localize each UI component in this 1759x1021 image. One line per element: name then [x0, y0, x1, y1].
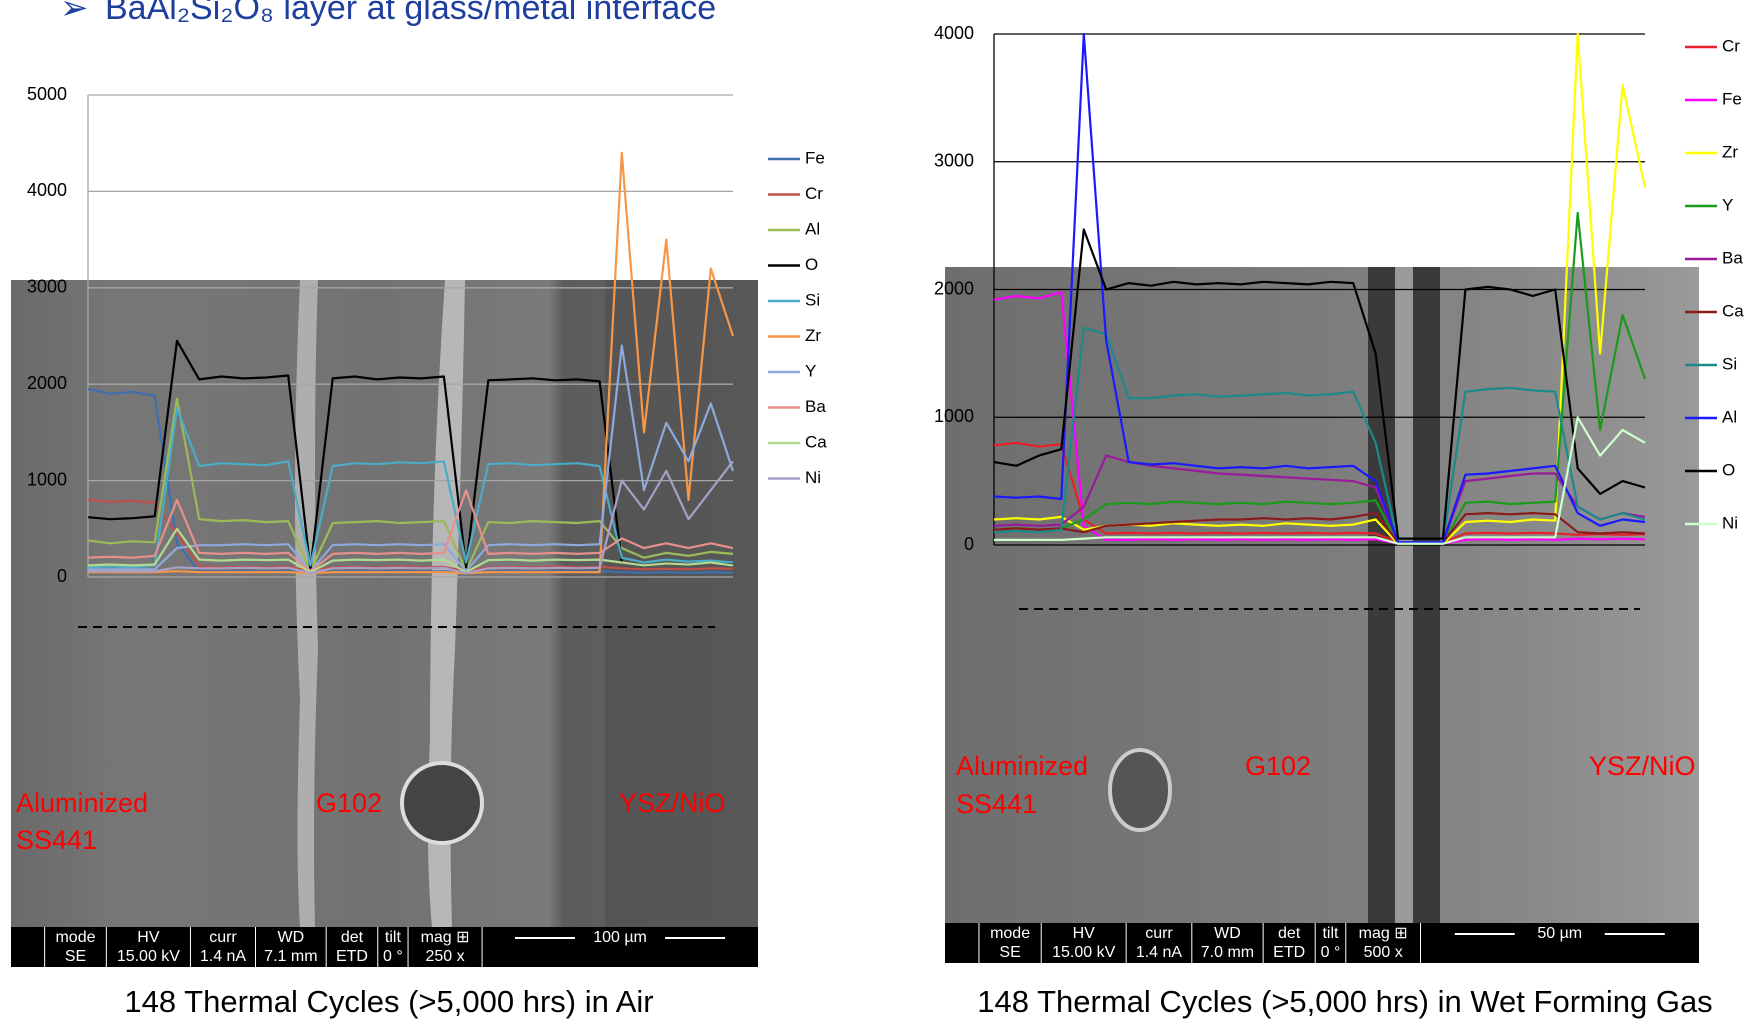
- scale-bg: [575, 928, 666, 948]
- series-line: [993, 454, 1646, 544]
- y-tick-label: 2000: [27, 373, 67, 393]
- legend-label: Ca: [805, 432, 827, 451]
- region-label: G102: [1245, 751, 1311, 781]
- y-tick-label: 3000: [934, 151, 974, 171]
- info-value: 7.0 mm: [1201, 944, 1254, 961]
- info-header: mag ⊞: [1359, 925, 1408, 942]
- info-header: WD: [278, 929, 305, 946]
- info-header: det: [341, 929, 364, 946]
- series-line: [993, 211, 1647, 545]
- legend-label: Zr: [1722, 142, 1738, 161]
- info-header: curr: [1145, 925, 1173, 942]
- series-line: [87, 489, 734, 573]
- legend-label: Si: [1722, 354, 1737, 373]
- scale-bg: [1514, 924, 1605, 944]
- info-header: curr: [209, 929, 237, 946]
- legend-label: Ba: [805, 397, 826, 416]
- region-label: Aluminized: [16, 788, 148, 818]
- caption: 148 Thermal Cycles (>5,000 hrs) in Air: [124, 984, 653, 1019]
- crack: [295, 280, 318, 927]
- info-header: HV: [1073, 925, 1096, 942]
- legend-label: Al: [805, 219, 820, 238]
- info-value: SE: [65, 948, 86, 965]
- info-value: SE: [999, 944, 1020, 961]
- caption: 148 Thermal Cycles (>5,000 hrs) in Wet F…: [977, 984, 1712, 1019]
- info-header: mode: [55, 929, 95, 946]
- series-line: [993, 326, 1646, 544]
- region-label: G102: [316, 788, 382, 818]
- info-header: HV: [137, 929, 160, 946]
- info-value: 1.4 nA: [1136, 944, 1183, 961]
- ysz-region: [605, 280, 758, 927]
- info-header: det: [1278, 925, 1301, 942]
- legend-label: O: [805, 255, 818, 274]
- y-tick-label: 2000: [934, 278, 974, 298]
- scale-label: 50 µm: [1537, 925, 1582, 942]
- y-tick-label: 0: [57, 566, 67, 586]
- legend-label: Ba: [1722, 248, 1743, 267]
- legend-label: Cr: [805, 184, 823, 203]
- y-tick-label: 4000: [27, 180, 67, 200]
- legend-label: Fe: [1722, 89, 1742, 108]
- info-value: 0 °: [1321, 944, 1341, 961]
- series-line: [87, 527, 734, 574]
- legend-label: Ni: [1722, 513, 1738, 532]
- info-value: 0 °: [383, 948, 403, 965]
- region-label: SS441: [956, 789, 1037, 819]
- info-value: 500 x: [1364, 944, 1403, 961]
- y-tick-label: 1000: [934, 406, 974, 426]
- series-line: [993, 512, 1646, 544]
- header-bullet: ➢: [60, 0, 89, 27]
- region-label: SS441: [16, 825, 97, 855]
- pore: [1108, 748, 1172, 832]
- info-value: 1.4 nA: [200, 948, 247, 965]
- region-label: Aluminized: [956, 751, 1088, 781]
- info-header: mode: [990, 925, 1030, 942]
- legend-label: Y: [1722, 195, 1733, 214]
- series-line: [87, 397, 734, 573]
- y-tick-label: 3000: [27, 277, 67, 297]
- legend-label: Ni: [805, 468, 821, 487]
- scale-label: 100 µm: [593, 929, 647, 946]
- legend-label: Si: [805, 290, 820, 309]
- legend-label: Fe: [805, 148, 825, 167]
- y-tick-label: 1000: [27, 469, 67, 489]
- pore: [400, 761, 484, 845]
- series-line: [88, 151, 735, 575]
- legend-label: Y: [805, 361, 816, 380]
- legend-label: O: [1722, 460, 1735, 479]
- y-tick-label: 5000: [27, 84, 67, 104]
- info-value: 15.00 kV: [117, 948, 180, 965]
- region-label: YSZ/NiO: [1589, 751, 1696, 781]
- info-header: tilt: [385, 929, 402, 946]
- legend-label: Ca: [1722, 301, 1744, 320]
- series-line: [993, 32, 1646, 544]
- series-line: [993, 441, 1646, 544]
- sem-image: [945, 267, 1699, 963]
- series-line: [994, 416, 1646, 545]
- info-value: 15.00 kV: [1052, 944, 1115, 961]
- info-value: 7.1 mm: [264, 948, 317, 965]
- info-header: WD: [1214, 925, 1241, 942]
- series-line: [87, 407, 734, 569]
- info-value: ETD: [336, 948, 368, 965]
- info-header: mag ⊞: [421, 929, 470, 946]
- legend-label: Zr: [805, 326, 821, 345]
- header: BaAl₂Si₂O₈ layer at glass/metal interfac…: [105, 0, 716, 27]
- crack: [1395, 267, 1413, 924]
- region-label: YSZ/NiO: [619, 788, 726, 818]
- series-line: [88, 460, 734, 575]
- legend-label: Al: [1722, 407, 1737, 426]
- info-header: tilt: [1322, 925, 1339, 942]
- info-value: 250 x: [425, 948, 464, 965]
- series-line: [993, 228, 1646, 540]
- info-value: ETD: [1273, 944, 1305, 961]
- legend-label: Cr: [1722, 36, 1740, 55]
- y-tick-label: 4000: [934, 23, 974, 43]
- y-tick-label: 0: [964, 534, 974, 554]
- series-line: [87, 498, 734, 573]
